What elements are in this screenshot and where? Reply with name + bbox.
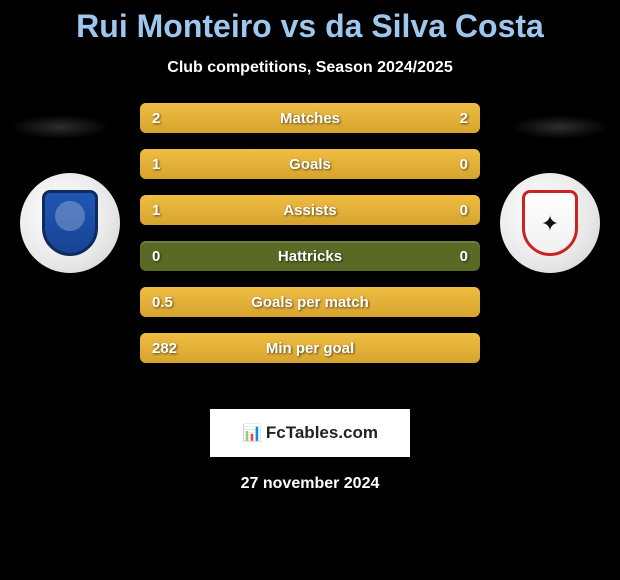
- shadow-ellipse-right: [510, 115, 610, 139]
- brand-badge: 📊 FcTables.com: [210, 409, 410, 457]
- stat-row: 0 0Hattricks: [140, 241, 480, 271]
- bar-fill-right: [310, 103, 480, 133]
- shield-icon: [522, 190, 578, 256]
- shadow-ellipse-left: [10, 115, 110, 139]
- brand-text: FcTables.com: [266, 423, 378, 443]
- stat-value-right: 0: [460, 241, 468, 271]
- stat-value-left: 2: [152, 103, 160, 133]
- stat-value-left: 0: [152, 241, 160, 271]
- stat-row: 0.5Goals per match: [140, 287, 480, 317]
- page-subtitle: Club competitions, Season 2024/2025: [0, 59, 620, 77]
- stat-value-left: 282: [152, 333, 177, 363]
- comparison-area: 22Matches10Goals10Assists00Hattricks0.5G…: [0, 103, 620, 403]
- team-crest-right: [500, 173, 600, 273]
- stat-bars: 22Matches10Goals10Assists00Hattricks0.5G…: [140, 103, 480, 379]
- stat-value-right: 2: [460, 103, 468, 133]
- bar-fill-left: [140, 103, 310, 133]
- stat-value-left: 1: [152, 149, 160, 179]
- stat-row: 10Goals: [140, 149, 480, 179]
- stat-row: 22Matches: [140, 103, 480, 133]
- footer-date: 27 november 2024: [0, 475, 620, 493]
- stat-value-left: 0.5: [152, 287, 173, 317]
- bar-fill-left: [140, 333, 480, 363]
- page-title: Rui Monteiro vs da Silva Costa: [0, 0, 620, 45]
- stat-value-right: 0: [460, 195, 468, 225]
- stat-row: 282Min per goal: [140, 333, 480, 363]
- stat-row: 10Assists: [140, 195, 480, 225]
- team-crest-left: [20, 173, 120, 273]
- stat-value-right: 0: [460, 149, 468, 179]
- bar-fill-right: [405, 195, 480, 225]
- bar-fill-left: [140, 287, 480, 317]
- stat-label: Hattricks: [140, 241, 480, 271]
- stat-value-left: 1: [152, 195, 160, 225]
- bar-fill-left: [140, 149, 405, 179]
- bar-fill-left: [140, 195, 405, 225]
- shield-icon: [42, 190, 98, 256]
- chart-icon: 📊: [242, 423, 260, 443]
- bar-fill-right: [405, 149, 480, 179]
